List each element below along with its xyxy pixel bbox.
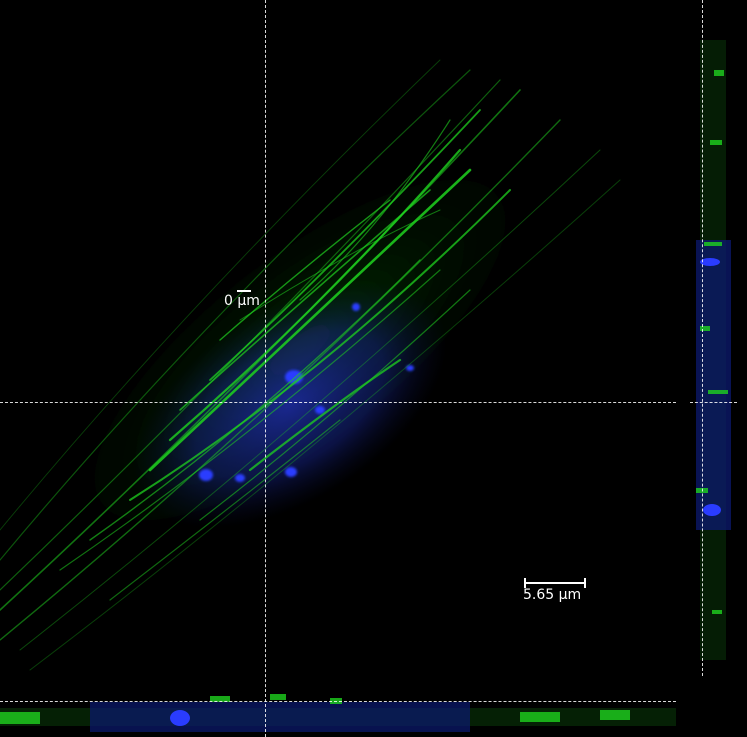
crosshair-z-bottom xyxy=(0,701,676,702)
crosshair-y[interactable] xyxy=(0,402,676,403)
xy-view[interactable]: 0 µm 5.65 µm xyxy=(0,0,676,676)
xz-view[interactable] xyxy=(0,690,676,737)
origin-label: 0 µm xyxy=(224,293,260,309)
yz-image xyxy=(690,0,737,676)
scale-bar-label: 5.65 µm xyxy=(523,587,581,603)
xy-image xyxy=(0,0,676,676)
xz-image xyxy=(0,690,676,737)
yz-view[interactable] xyxy=(690,0,737,676)
crosshair-x[interactable] xyxy=(265,0,266,737)
crosshair-z-side xyxy=(702,0,703,676)
crosshair-y-side xyxy=(690,402,737,403)
